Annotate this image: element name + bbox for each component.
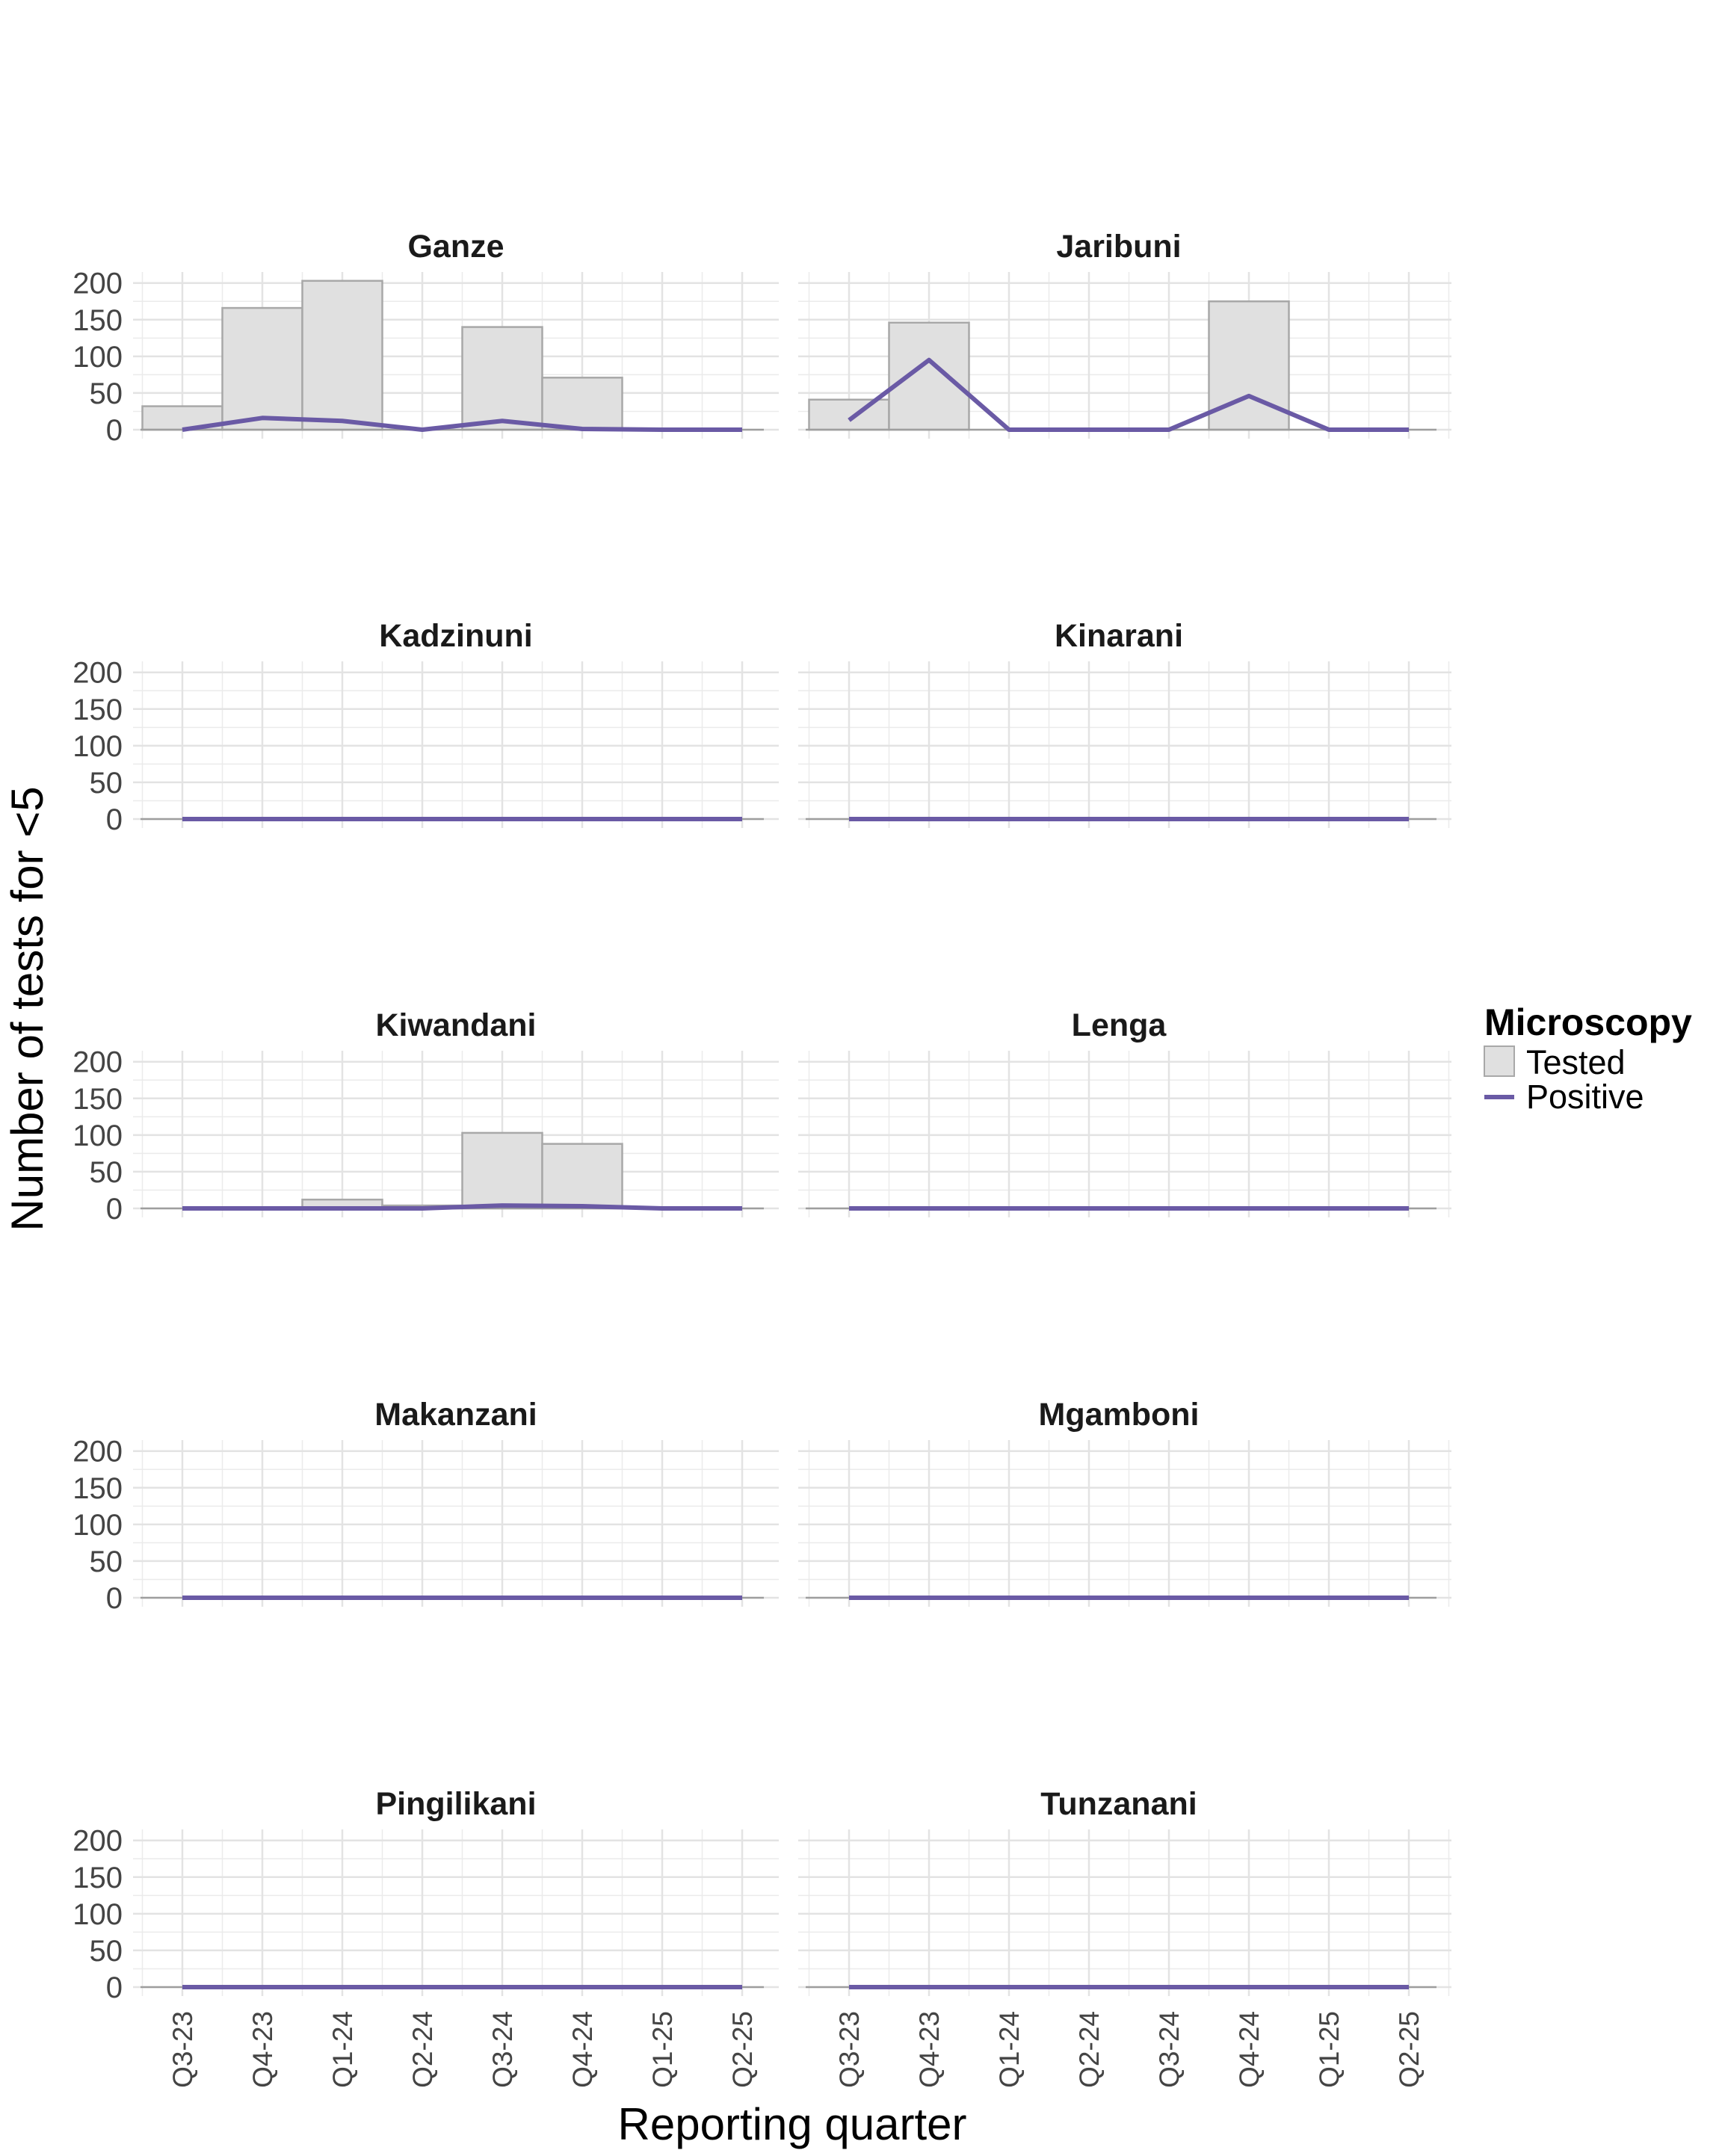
y-tick-label: 150	[72, 1862, 123, 1894]
panel-kinarani: Kinarani	[798, 618, 1451, 828]
panel-title-pingilikani: Pingilikani	[375, 1786, 536, 1822]
x-tick-label: Q3-24	[487, 2011, 518, 2088]
tested-bar-ganze-q3-24	[461, 326, 543, 431]
panel-title-mgamboni: Mgamboni	[1039, 1397, 1200, 1433]
x-tick-label: Q1-24	[994, 2011, 1025, 2088]
x-tick-label: Q4-23	[247, 2011, 278, 2088]
panel-mgamboni: Mgamboni	[798, 1397, 1451, 1607]
y-axis-title: Number of tests for <5	[2, 786, 52, 1231]
y-tick-label: 0	[106, 1582, 123, 1615]
y-tick-label: 100	[72, 730, 123, 763]
x-tick-label: Q1-25	[647, 2011, 678, 2088]
legend-label-positive: Positive	[1526, 1078, 1644, 1116]
tested-bar-jaribuni-q3-23	[808, 398, 890, 431]
x-tick-label: Q3-23	[834, 2011, 865, 2088]
panel-kadzinuni: Kadzinuni 050 100 150 200	[72, 618, 779, 836]
panel-title-tunzanani: Tunzanani	[1040, 1786, 1197, 1822]
x-tick-label: Q2-25	[1394, 2011, 1425, 2088]
y-tick-label: 50	[90, 767, 123, 800]
x-tick-label: Q2-25	[727, 2011, 758, 2088]
panel-title-kiwandani: Kiwandani	[375, 1007, 536, 1043]
x-tick-label: Q2-24	[1074, 2011, 1105, 2088]
y-tick-label: 150	[72, 304, 123, 337]
tested-bar-kiwandani-q4-24	[541, 1143, 623, 1210]
panel-title-jaribuni: Jaribuni	[1056, 229, 1181, 265]
y-tick-label: 200	[72, 1046, 123, 1079]
panel-tunzanani: Tunzanani Q3-23 Q4-23 Q1-24 Q2-24 Q3-24 Q4-24 Q…	[798, 1786, 1451, 2088]
y-tick-label: 150	[72, 1083, 123, 1116]
y-tick-label: 50	[90, 377, 123, 410]
y-tick-label: 150	[72, 694, 123, 726]
y-tick-label: 0	[106, 1971, 123, 2004]
y-tick-label: 0	[106, 1193, 123, 1226]
x-tick-label: Q2-24	[407, 2011, 438, 2088]
tested-bar-ganze-q4-24	[541, 377, 623, 431]
panel-title-makanzani: Makanzani	[374, 1397, 537, 1433]
x-tick-label: Q4-24	[1234, 2011, 1265, 2088]
panel-title-kadzinuni: Kadzinuni	[379, 618, 532, 654]
y-tick-label: 200	[72, 657, 123, 690]
tested-bar-kiwandani-q3-24	[461, 1131, 543, 1210]
x-tick-label: Q1-24	[327, 2011, 358, 2088]
y-tick-label: 200	[72, 268, 123, 300]
x-tick-label: Q3-23	[167, 2011, 198, 2088]
positive-line-kiwandani	[182, 1203, 742, 1211]
y-tick-label: 200	[72, 1436, 123, 1468]
tested-bar-ganze-q3-23	[141, 405, 223, 431]
y-tick-label: 100	[72, 1119, 123, 1152]
panel-title-kinarani: Kinarani	[1055, 618, 1183, 654]
legend: Microscopy Tested Positive	[1484, 1001, 1692, 1116]
panel-jaribuni: Jaribuni	[798, 229, 1451, 439]
y-tick-label: 0	[106, 803, 123, 836]
legend-key-tested	[1484, 1045, 1515, 1077]
x-axis-title: Reporting quarter	[618, 2099, 967, 2149]
facet-panels: Ganze050100150200JaribuniKadzinuni050100…	[72, 229, 1451, 2088]
y-tick-label: 50	[90, 1156, 123, 1189]
tested-bar-jaribuni-q4-24	[1208, 300, 1290, 431]
y-tick-label: 200	[72, 1825, 123, 1858]
y-tick-label: 50	[90, 1545, 123, 1578]
y-tick-label: 100	[72, 1509, 123, 1542]
positive-line-ganze	[182, 416, 742, 432]
panel-title-ganze: Ganze	[407, 229, 504, 265]
y-tick-label: 150	[72, 1472, 123, 1505]
legend-title: Microscopy	[1484, 1001, 1692, 1043]
tested-bar-ganze-q4-23	[221, 306, 303, 431]
x-tick-label: Q4-24	[567, 2011, 598, 2088]
y-tick-label: 100	[72, 1898, 123, 1931]
panel-lenga: Lenga	[798, 1007, 1451, 1217]
tested-bar-ganze-q1-24	[301, 279, 383, 431]
panel-title-lenga: Lenga	[1072, 1007, 1167, 1043]
x-tick-label: Q4-23	[914, 2011, 945, 2088]
panel-pingilikani: Pingilikani 050 100 150 200 Q3-23 Q4-23 Q1-24 Q2…	[72, 1786, 779, 2088]
positive-line-jaribuni	[848, 357, 1409, 432]
x-tick-label: Q1-25	[1314, 2011, 1345, 2088]
y-tick-label: 50	[90, 1935, 123, 1968]
x-tick-label: Q3-24	[1154, 2011, 1185, 2088]
y-tick-label: 100	[72, 341, 123, 374]
legend-label-tested: Tested	[1526, 1043, 1626, 1081]
y-tick-label: 0	[106, 414, 123, 447]
tested-bar-jaribuni-q4-23	[888, 321, 970, 431]
